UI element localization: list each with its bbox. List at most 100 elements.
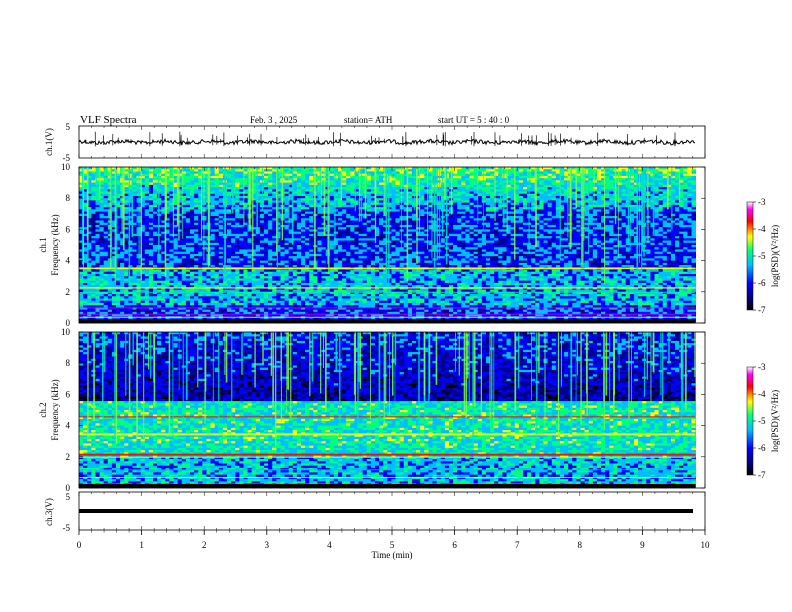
spectrogram-cell <box>144 178 150 181</box>
spectrogram-cell <box>99 213 105 217</box>
spectrogram-cell <box>268 189 273 192</box>
spectrogram-cell <box>305 191 310 195</box>
spectrogram-cell <box>337 187 343 190</box>
spectrogram-cell <box>177 173 183 177</box>
spectrogram-cell <box>453 198 458 201</box>
spectrogram-cell <box>218 187 224 190</box>
spectrogram-cell <box>370 175 376 179</box>
spectrogram-cell <box>173 180 179 183</box>
spectrogram-cell <box>506 198 512 201</box>
spectrogram-cell <box>609 187 614 190</box>
spectrogram-cell <box>226 182 232 186</box>
spectrogram-cell <box>379 202 384 206</box>
spectrogram-cell <box>399 184 405 188</box>
spectrogram-cell <box>169 189 174 192</box>
station-label: station= ATH <box>344 115 393 125</box>
spectrogram-cell <box>596 191 602 195</box>
spectrogram-cell <box>687 200 692 204</box>
spectrogram-cell <box>374 171 380 175</box>
spectrogram-cell <box>403 180 409 183</box>
spectrogram-cell <box>605 178 610 181</box>
spectrogram-cell <box>202 187 207 190</box>
spectrogram-cell <box>272 204 277 208</box>
spectrogram-cell <box>210 191 216 195</box>
spectrogram-cell <box>650 207 655 210</box>
spectrogram-cell <box>210 171 216 175</box>
spectrogram-cell <box>658 207 664 210</box>
spectrogram-cell <box>531 184 536 188</box>
spectrogram-cell <box>383 198 388 201</box>
spectrogram-cell <box>268 184 273 188</box>
spectrogram-cell <box>596 189 602 192</box>
spectrogram-cell <box>346 202 351 206</box>
spectrogram-cell <box>91 211 96 215</box>
spectrogram-cell <box>411 209 417 212</box>
spectrogram-cell <box>662 169 668 172</box>
spectrogram-cell <box>481 200 487 204</box>
spectrogram-cell <box>342 213 347 217</box>
spectrogram-cell <box>531 200 536 204</box>
spectrogram-cell <box>333 178 339 181</box>
spectrogram-cell <box>687 193 692 197</box>
spectrogram-cell <box>650 200 655 204</box>
spectrogram-cell <box>161 173 166 177</box>
spectrogram-cell <box>218 195 224 199</box>
spectrogram-cell <box>185 169 191 172</box>
spectrogram-cell <box>514 198 520 201</box>
spectrogram-cell <box>510 207 516 210</box>
spectrogram-cell <box>288 195 294 199</box>
spectrogram-cell <box>592 189 598 192</box>
spectrogram-cell <box>654 200 660 204</box>
spectrogram-cell <box>374 175 380 179</box>
spectrogram-cell <box>547 182 553 186</box>
spectrogram-cell <box>596 207 602 210</box>
spectrogram-cell <box>383 182 388 186</box>
spectrogram-cell <box>198 204 203 208</box>
spectrogram-cell <box>169 195 174 199</box>
spectrogram-cell <box>535 202 540 206</box>
spectrogram-cell <box>235 189 240 192</box>
spectrogram-cell <box>551 202 557 206</box>
spectrogram-cell <box>272 195 277 199</box>
spectrogram-cell <box>485 182 491 186</box>
spectrogram-cell <box>605 202 610 206</box>
spectrogram-cell <box>189 180 195 183</box>
spectrogram-cell <box>609 169 614 172</box>
spectrogram-cell <box>358 198 364 201</box>
spectrogram-cell <box>646 180 651 183</box>
spectrogram-cell <box>161 169 166 172</box>
spectrogram-cell <box>165 202 170 206</box>
spectrogram-cell <box>292 207 298 210</box>
spectrogram-cell <box>473 211 479 215</box>
spectrogram-cell <box>107 167 113 170</box>
spectrogram-cell <box>629 193 635 197</box>
spectrogram-cell <box>255 213 261 217</box>
spectrogram-cell <box>658 187 664 190</box>
spectrogram-cell <box>621 189 627 192</box>
spectrogram-cell <box>576 207 581 210</box>
spectrogram-cell <box>95 169 100 172</box>
spectrogram-cell <box>235 204 240 208</box>
spectrogram-cell <box>679 198 684 201</box>
spectrogram-cell <box>407 169 413 172</box>
spectrogram-cell <box>198 169 203 172</box>
spectrogram-cell <box>177 191 183 195</box>
spectrogram-cell <box>329 175 335 179</box>
spectrogram-cell <box>522 209 528 212</box>
spectrogram-cell <box>189 173 195 177</box>
spectrogram-cell <box>576 191 581 195</box>
spectrogram-cell <box>140 184 146 188</box>
spectrogram-cell <box>194 191 199 195</box>
spectrogram-cell <box>424 191 429 195</box>
spectrogram-cell <box>609 167 614 170</box>
spectrogram-cell <box>691 204 697 208</box>
spectrogram-cell <box>658 173 664 177</box>
spectrogram-cell <box>691 173 697 177</box>
spectrogram-cell <box>461 204 466 208</box>
spectrogram-cell <box>214 184 220 188</box>
spectrogram-cell <box>350 193 355 197</box>
spectrogram-cell <box>485 178 491 181</box>
spectrogram-cell <box>490 202 495 206</box>
spectrogram-cell <box>518 178 524 181</box>
spectrogram-cell <box>609 211 614 215</box>
